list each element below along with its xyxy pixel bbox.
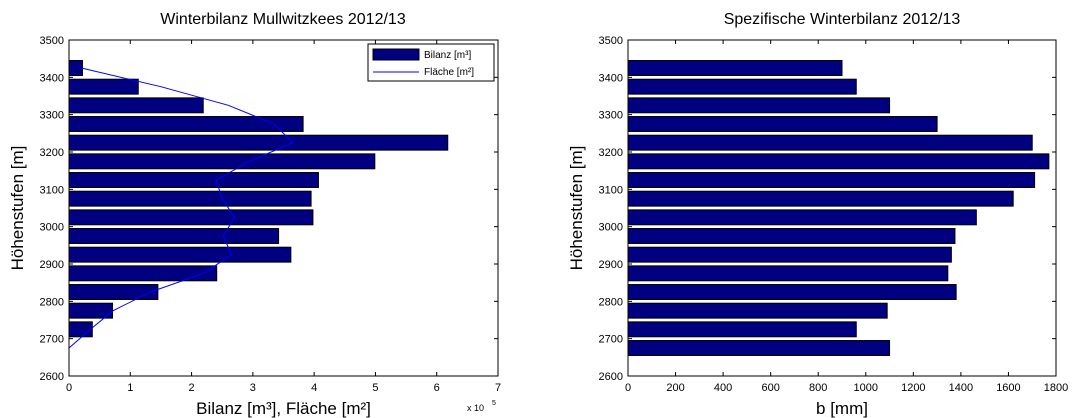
chart2-xtick-label: 0 xyxy=(625,382,631,394)
chart1-bar xyxy=(68,321,93,338)
chart2-ytick-label: 2900 xyxy=(599,259,623,271)
chart1-ytick-label: 3400 xyxy=(40,72,64,84)
chart1-legend-bar-swatch xyxy=(372,48,420,61)
chart2-xtick-label: 200 xyxy=(666,382,684,394)
chart1-xlabel: Bilanz [m³], Fläche [m²] xyxy=(196,399,371,418)
chart1-bar xyxy=(68,265,218,282)
chart1-bar xyxy=(68,302,114,319)
chart2-plot-area xyxy=(628,40,1056,376)
chart2-xtick-label: 1200 xyxy=(901,382,925,394)
chart1-ytick-label: 2600 xyxy=(40,371,64,383)
chart1-axes-frame xyxy=(68,39,499,377)
chart2-ytick-label: 2600 xyxy=(599,371,623,383)
chart1-x-multiplier: x 10 xyxy=(467,403,484,413)
chart1-bar xyxy=(68,134,449,151)
chart2-xtick-label: 800 xyxy=(809,382,827,394)
chart1-bar xyxy=(68,116,304,132)
chart1-ytick-label: 3000 xyxy=(40,222,64,234)
chart1-bar xyxy=(68,78,139,95)
chart2-bar xyxy=(627,134,1033,151)
chart2-ytick-label: 3200 xyxy=(599,147,623,159)
chart2-ytick-label: 3500 xyxy=(599,35,623,47)
chart1-xtick-label: 6 xyxy=(434,382,440,394)
chart2-bar xyxy=(627,284,957,300)
chart2-bar xyxy=(627,153,1050,170)
chart2-ytick-label: 3400 xyxy=(599,72,623,84)
chart1-bar xyxy=(68,172,319,188)
chart2-bar xyxy=(627,321,857,338)
chart1-xtick-label: 1 xyxy=(127,382,133,394)
chart2-ytick-label: 3100 xyxy=(599,184,623,196)
chart1-legend-entry: Fläche [m²] xyxy=(424,67,474,78)
chart1-ytick-label: 2800 xyxy=(40,296,64,308)
chart2-bar xyxy=(627,172,1036,188)
chart1-xtick-label: 4 xyxy=(311,382,317,394)
chart1-xtick-label: 3 xyxy=(250,382,256,394)
chart2-bar xyxy=(627,97,891,114)
chart2-ytick-label: 2800 xyxy=(599,296,623,308)
chart1-bar xyxy=(68,190,312,207)
chart2-bar xyxy=(627,190,1014,207)
chart1-ytick-label: 3300 xyxy=(40,110,64,122)
chart1-xtick-label: 5 xyxy=(372,382,378,394)
chart1-bar xyxy=(68,97,204,114)
chart2-bar xyxy=(627,246,952,263)
chart2-ytick-label: 3300 xyxy=(599,110,623,122)
chart1-xtick-label: 7 xyxy=(495,382,501,394)
chart1-bar xyxy=(68,60,83,76)
chart2-xtick-label: 1600 xyxy=(996,382,1020,394)
chart1-bar xyxy=(68,228,280,244)
chart2-xtick-label: 600 xyxy=(761,382,779,394)
chart2-xlabel: b [mm] xyxy=(816,399,868,418)
chart1-bar xyxy=(68,209,314,226)
chart2-bar xyxy=(627,209,977,226)
chart2-title: Spezifische Winterbilanz 2012/13 xyxy=(724,11,961,28)
chart2-bar xyxy=(627,340,891,356)
chart1-legend xyxy=(367,43,495,82)
chart1-plot-area xyxy=(69,40,498,376)
chart1-ytick-label: 3500 xyxy=(40,35,64,47)
chart1-ytick-label: 3100 xyxy=(40,184,64,196)
chart2-xtick-label: 1800 xyxy=(1044,382,1068,394)
chart2-xtick-label: 400 xyxy=(714,382,732,394)
chart1-area-line xyxy=(68,67,294,349)
chart2-ytick-label: 3000 xyxy=(599,222,623,234)
chart2-bar xyxy=(627,116,938,132)
chart1-bar xyxy=(68,284,159,300)
chart2-bar xyxy=(627,265,949,282)
chart1-bar xyxy=(68,153,376,170)
chart1-ylabel: Höhenstufen [m] xyxy=(8,146,27,271)
chart2-ytick-label: 2700 xyxy=(599,334,623,346)
chart1-bar xyxy=(68,246,292,263)
chart1-title: Winterbilanz Mullwitzkees 2012/13 xyxy=(160,11,406,28)
chart2-bar xyxy=(627,60,843,76)
chart1-ytick-label: 3200 xyxy=(40,147,64,159)
chart2-bar xyxy=(627,302,888,319)
chart2-axes-frame xyxy=(627,39,1057,377)
chart1-legend-entry: Bilanz [m³] xyxy=(424,50,471,61)
chart2-xtick-label: 1400 xyxy=(949,382,973,394)
chart2-xtick-label: 1000 xyxy=(854,382,878,394)
chart1-ytick-label: 2700 xyxy=(40,334,64,346)
chart2-bar xyxy=(627,228,956,244)
chart1-xtick-label: 0 xyxy=(66,382,72,394)
chart2-bar xyxy=(627,78,857,95)
chart1-x-multiplier-exponent: 5 xyxy=(492,400,496,407)
chart2-ylabel: Höhenstufen [m] xyxy=(567,146,586,271)
chart1-ytick-label: 2900 xyxy=(40,259,64,271)
chart1-xtick-label: 2 xyxy=(189,382,195,394)
